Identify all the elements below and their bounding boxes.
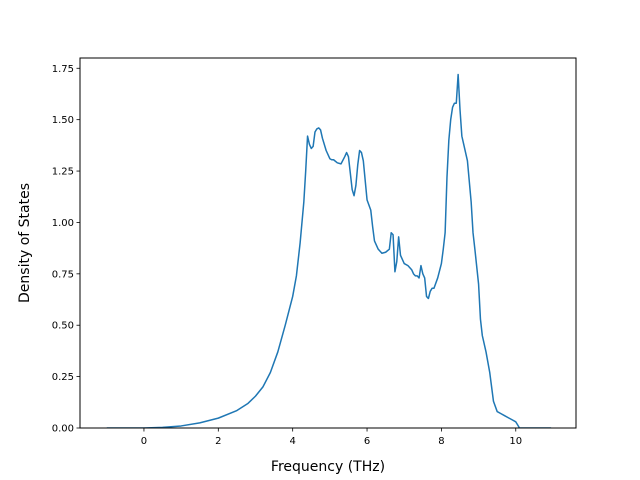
x-tick-label: 6 <box>364 436 370 447</box>
y-tick-label: 1.75 <box>52 64 74 75</box>
x-tick-label: 4 <box>289 436 295 447</box>
y-tick-label: 0.50 <box>52 321 74 332</box>
y-tick-label: 1.50 <box>52 115 74 126</box>
plot-area <box>106 73 552 428</box>
y-tick-label: 0.00 <box>52 424 74 435</box>
tick-marks: 0 2 4 6 8 10 0.00 0.25 0.50 0.75 1.00 1.25 1.50 1.75 <box>52 64 522 447</box>
x-tick-label: 2 <box>215 436 221 447</box>
axes-frame <box>79 57 577 429</box>
y-axis-label: Density of States <box>17 183 33 303</box>
y-tick-label: 1.00 <box>52 218 74 229</box>
y-tick-label: 1.25 <box>52 167 74 178</box>
x-axis-label: Frequency (THz) <box>271 459 385 475</box>
dos-series-line-0 <box>106 73 552 428</box>
y-tick-label: 0.75 <box>52 269 74 280</box>
x-tick-label: 10 <box>509 436 522 447</box>
x-tick-label: 0 <box>141 436 147 447</box>
y-tick-label: 0.25 <box>52 372 74 383</box>
x-tick-label: 8 <box>438 436 444 447</box>
